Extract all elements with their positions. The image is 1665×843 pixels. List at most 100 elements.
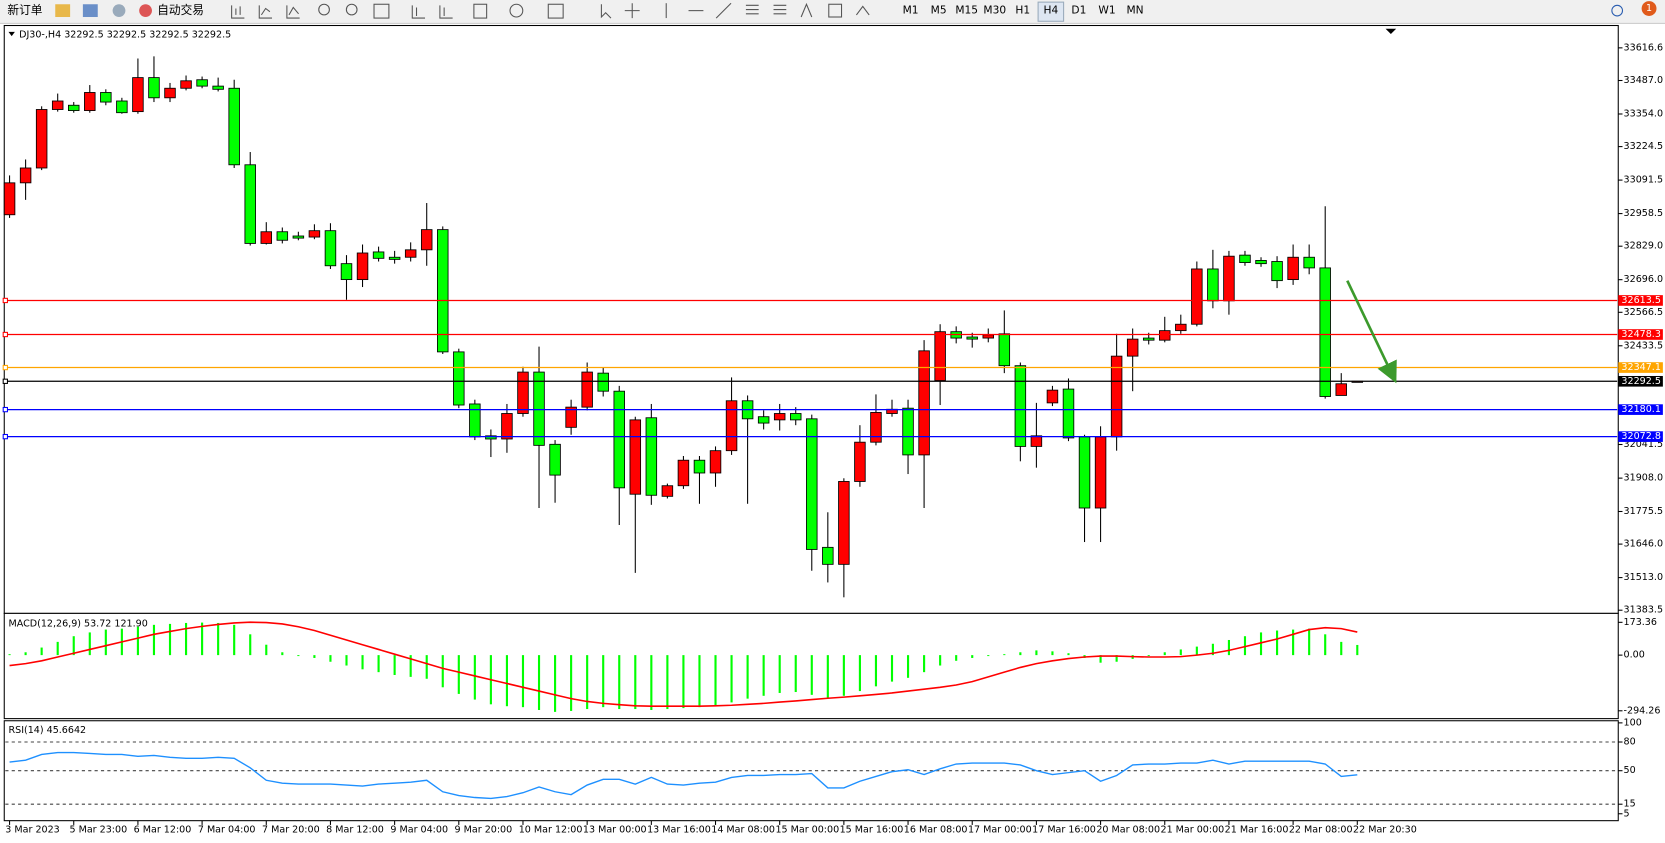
timeframe[interactable]: MN: [1126, 4, 1143, 17]
candle-body: [1078, 436, 1091, 509]
auto-trading-icon[interactable]: [139, 4, 152, 18]
timeframe[interactable]: D1: [1071, 4, 1086, 17]
timeframe-active: [1037, 1, 1065, 22]
macd-bar: [890, 655, 894, 682]
candle-body: [629, 419, 642, 495]
candle-body: [132, 77, 144, 113]
auto-trading[interactable]: 自动交易: [157, 3, 204, 17]
macd-bar: [425, 655, 428, 679]
macd-bar: [939, 655, 942, 666]
icon[interactable]: [82, 4, 98, 18]
level-label-bg: [1618, 329, 1663, 340]
macd-bar: [457, 655, 460, 694]
macd-bar: [361, 655, 364, 670]
y-tick-label: 32433.5: [1624, 340, 1663, 351]
x-tick-label: 15 Mar 00:00: [775, 825, 839, 836]
y-tick-label: 33487.0: [1624, 75, 1663, 86]
toolbar-bg: [0, 0, 1665, 24]
candle-body: [870, 412, 882, 443]
macd-bar: [505, 655, 509, 707]
level-handle: [2, 378, 8, 384]
macd-bar: [313, 655, 316, 658]
candle-body: [180, 80, 192, 89]
level-handle: [2, 297, 8, 304]
candle-body: [260, 231, 273, 244]
macd-bar: [152, 624, 156, 656]
y-tick-label: 32041.5: [1624, 439, 1663, 450]
macd-bar: [650, 655, 653, 710]
y-tick-label: 80: [1624, 737, 1636, 748]
candle-body: [581, 371, 593, 408]
icon[interactable]: [55, 4, 71, 18]
macd-bar: [88, 632, 91, 656]
timeframe[interactable]: M15: [955, 4, 978, 17]
x-tick-label: 9 Mar 20:00: [455, 825, 513, 836]
y-tick-label: 173.36: [1624, 617, 1657, 628]
candle-body: [1207, 268, 1219, 302]
level-label: 32347.1: [1621, 362, 1660, 373]
timeframe[interactable]: H4: [1043, 4, 1058, 17]
macd-bar: [393, 655, 396, 675]
macd-bar: [1179, 649, 1182, 656]
candle-body: [1175, 323, 1187, 332]
timeframe[interactable]: W1: [1098, 4, 1115, 17]
x-tick-label: 5 Mar 23:00: [69, 825, 127, 836]
y-tick-label: 32829.0: [1624, 241, 1663, 252]
macd-bar: [329, 655, 332, 662]
tool-icons[interactable]: [231, 2, 870, 19]
search-icon[interactable]: [1611, 4, 1624, 17]
macd-signal: [9, 621, 1358, 708]
candle-body: [68, 104, 80, 111]
candle-body: [1159, 330, 1171, 341]
level-label-bg: [1618, 431, 1663, 442]
timeframe[interactable]: M5: [931, 4, 947, 17]
y-tick-label: -294.26: [1624, 705, 1661, 716]
timeframe[interactable]: M30: [983, 4, 1006, 17]
candle-body: [1287, 256, 1299, 281]
macd-bar: [72, 636, 75, 656]
candle-body: [597, 372, 609, 392]
macd-bar: [136, 626, 139, 656]
candle-body: [822, 546, 834, 565]
macd-bar: [1243, 636, 1247, 656]
macd-bar: [682, 655, 685, 709]
candle-body: [3, 182, 16, 216]
macd-bar: [570, 655, 573, 711]
candle-body: [324, 230, 337, 267]
x-tick-label: 10 Mar 12:00: [519, 825, 583, 836]
level-label-bg: [1618, 362, 1663, 373]
timeframe[interactable]: M1: [903, 4, 919, 17]
candle-body: [212, 85, 224, 90]
x-tick-label: 6 Mar 12:00: [134, 825, 192, 836]
candle-body: [388, 256, 401, 260]
notification-count[interactable]: 1: [1646, 3, 1652, 14]
macd-bar: [249, 634, 252, 656]
candle-body: [1319, 267, 1331, 397]
candle-body: [677, 459, 690, 487]
candle-body: [565, 406, 577, 428]
y-tick-label: 31513.0: [1624, 572, 1663, 583]
macd-bar: [1227, 639, 1230, 656]
macd-bar: [906, 655, 910, 678]
candle-body: [998, 333, 1011, 367]
candle-body: [1046, 389, 1059, 404]
notification-badge[interactable]: [1641, 1, 1657, 16]
timeframe[interactable]: H1: [1015, 4, 1030, 17]
macd-bar: [409, 655, 412, 677]
macd-bar: [826, 655, 829, 698]
level-label-bg: [1618, 404, 1663, 415]
macd-bar: [923, 655, 926, 673]
icon[interactable]: [112, 4, 126, 18]
macd-bar: [297, 655, 300, 657]
macd-bar: [1276, 630, 1279, 656]
macd-bar: [955, 655, 958, 661]
candle-body: [934, 331, 946, 381]
macd-bar: [521, 655, 525, 708]
new-order[interactable]: 新订单: [7, 3, 42, 17]
rsi-line: [9, 751, 1358, 800]
macd-bar: [730, 655, 733, 703]
candle-body: [244, 164, 256, 244]
y-tick-label: 33354.0: [1624, 108, 1663, 119]
candle-body: [789, 413, 802, 421]
candle-body: [308, 230, 321, 238]
